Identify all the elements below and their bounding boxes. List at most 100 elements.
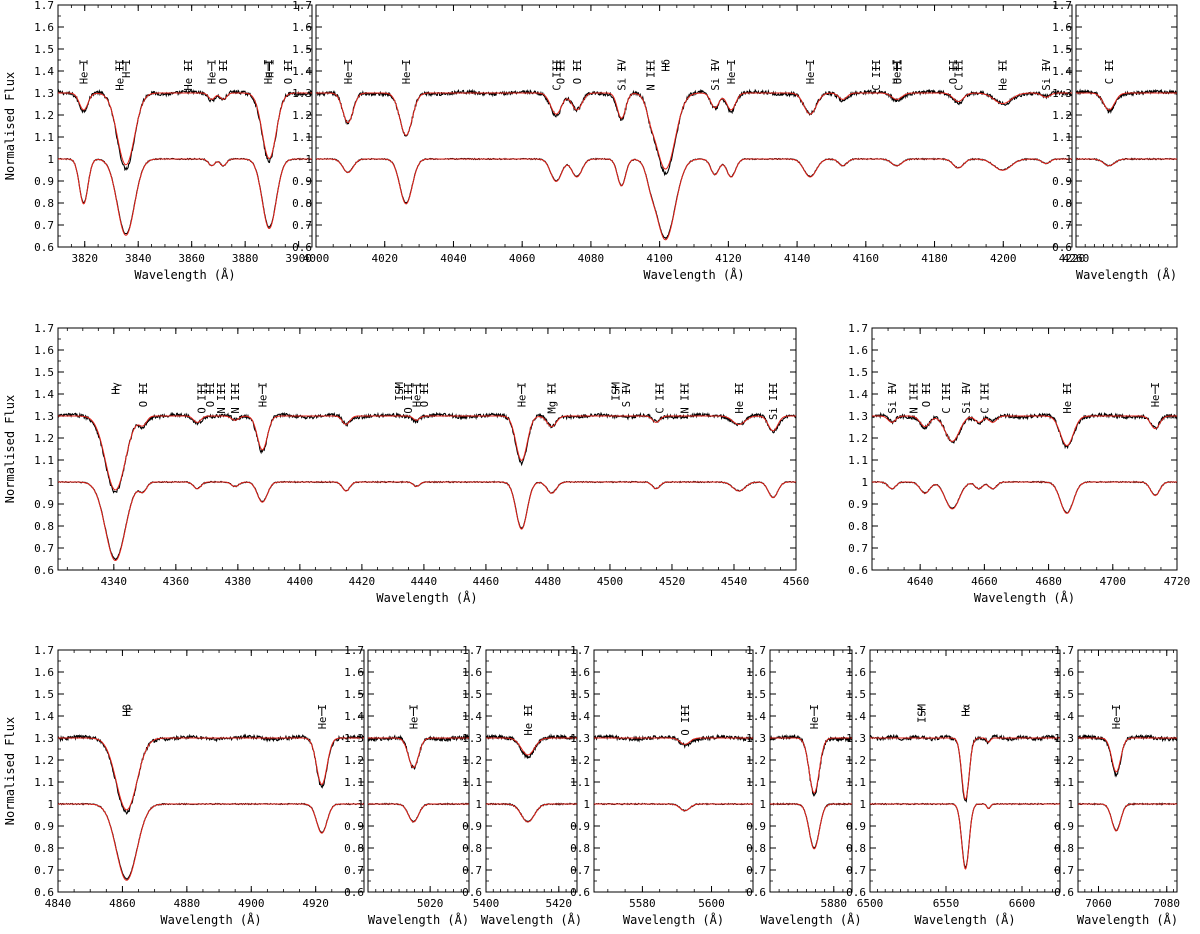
x-tick-label: 4460: [473, 575, 500, 588]
spectral-line-label: He I: [207, 59, 219, 84]
x-tick-label: 4500: [597, 575, 624, 588]
spectral-line-label: C III: [953, 59, 965, 91]
y-tick-label: 1.7: [34, 644, 54, 657]
spectral-line-label: He I: [401, 59, 413, 84]
x-tick-label: 4360: [163, 575, 190, 588]
spectral-line-label: C III: [941, 382, 953, 414]
observed-spectrum-line: [368, 733, 469, 771]
observed-spectrum-line: [770, 733, 852, 797]
spectral-line-label: C III: [871, 59, 883, 91]
y-tick-label: 1.5: [846, 688, 866, 701]
spectral-line-label: Hβ: [122, 704, 134, 717]
x-tick-label: 4000: [303, 252, 330, 265]
model-spectrum-line: [1078, 803, 1177, 832]
x-tick-label: 7080: [1154, 897, 1181, 910]
x-tick-label: 3900: [285, 252, 312, 265]
observed-spectrum-line: [58, 802, 364, 880]
y-tick-label: 0.8: [570, 842, 590, 855]
y-tick-label: 0.8: [34, 520, 54, 533]
spectral-line-label: S IV: [621, 381, 633, 407]
y-tick-label: 0.6: [34, 886, 54, 899]
y-tick-label: 1.4: [746, 710, 766, 723]
x-tick-label: 5420: [546, 897, 573, 910]
x-axis-label: Wavelength (Å): [643, 267, 744, 282]
plot-frame: [1077, 649, 1178, 893]
y-tick-label: 1.1: [462, 776, 482, 789]
y-tick-label: 1.5: [570, 688, 590, 701]
spectral-line-label: He I: [412, 382, 424, 407]
model-spectrum-line: [58, 158, 312, 236]
x-tick-label: 4340: [101, 575, 128, 588]
model-spectrum-line: [368, 737, 469, 769]
spectral-line-label: Si IV: [887, 381, 899, 413]
x-axis-label: Wavelength (Å): [376, 590, 477, 605]
x-tick-label: 3820: [71, 252, 98, 265]
y-tick-label: 1.5: [462, 688, 482, 701]
x-tick-label: 5880: [821, 897, 848, 910]
y-tick-label: 0.7: [34, 219, 54, 232]
spectral-line-label: Si IV: [1041, 58, 1053, 90]
y-tick-label: 1.6: [570, 666, 590, 679]
y-tick-label: 1.1: [34, 454, 54, 467]
y-tick-label: 1.5: [1054, 688, 1074, 701]
spectral-line-label: Hα: [961, 703, 973, 716]
spectral-line-label: Si IV: [617, 58, 629, 90]
y-tick-label: 1.2: [846, 754, 866, 767]
x-tick-label: 4680: [1035, 575, 1062, 588]
spectral-line-label: He I: [408, 704, 420, 729]
spectrum-panel-11: 0.6 0.7 0.8 0.9 1 1.1 1.2 1.3 1.4 1.5 1.6 1.7 6500 65…: [846, 644, 1061, 927]
spectral-line-label: O II: [283, 59, 295, 84]
x-tick-label: 4540: [721, 575, 748, 588]
x-tick-label: 7060: [1085, 897, 1112, 910]
x-tick-label: 4160: [853, 252, 880, 265]
y-tick-label: 1: [759, 798, 766, 811]
spectral-line-label: Hδ: [661, 59, 673, 72]
y-tick-label: 0.7: [1052, 219, 1072, 232]
spectral-line-label: He I: [317, 704, 329, 729]
model-spectrum-line: [1078, 737, 1177, 773]
x-tick-label: 4480: [535, 575, 562, 588]
y-tick-label: 0.6: [848, 564, 868, 577]
model-spectrum-line: [58, 415, 796, 491]
spectral-line-label: He II: [183, 59, 195, 91]
spectral-line-label: He I: [891, 59, 903, 84]
model-spectrum-line: [316, 92, 1072, 170]
y-tick-label: 0.9: [746, 820, 766, 833]
observed-spectrum-line: [594, 733, 753, 749]
x-tick-label: 4660: [971, 575, 998, 588]
spectrum-panel-7: 0.6 0.7 0.8 0.9 1 1.1 1.2 1.3 1.4 1.5 1.6 1.7 5020 Wa…: [344, 644, 470, 927]
y-tick-label: 1.7: [848, 322, 868, 335]
y-tick-label: 1.1: [1054, 776, 1074, 789]
y-tick-label: 1.2: [344, 754, 364, 767]
spectral-line-label: O II: [556, 59, 568, 84]
y-tick-label: 1.3: [1052, 87, 1072, 100]
model-spectrum-line: [1076, 92, 1177, 111]
y-tick-label: 1.7: [570, 644, 590, 657]
y-tick-label: 1.4: [1054, 710, 1074, 723]
x-tick-label: 4020: [371, 252, 398, 265]
y-tick-label: 0.8: [848, 520, 868, 533]
y-tick-label: 1.6: [1052, 21, 1072, 34]
y-tick-label: 1.3: [746, 732, 766, 745]
y-tick-label: 1.1: [846, 776, 866, 789]
y-tick-label: 1.3: [34, 87, 54, 100]
x-axis-label: Wavelength (Å): [1076, 267, 1177, 282]
y-tick-label: 1: [1065, 153, 1072, 166]
x-axis-label: Wavelength (Å): [368, 912, 469, 927]
observed-spectrum-line: [368, 802, 469, 824]
y-tick-label: 1.1: [34, 776, 54, 789]
x-tick-label: 4560: [783, 575, 810, 588]
spectral-line-label: H I: [121, 59, 133, 78]
x-tick-label: 4440: [411, 575, 438, 588]
plot-frame: [593, 649, 754, 893]
x-tick-label: 4720: [1164, 575, 1191, 588]
y-tick-label: 0.9: [462, 820, 482, 833]
spectral-line-label: O II: [921, 382, 933, 407]
spectrum-panel-12: 0.6 0.7 0.8 0.9 1 1.1 1.2 1.3 1.4 1.5 1.6 1.7 7060 70…: [1054, 644, 1180, 927]
model-spectrum-line: [58, 803, 364, 881]
spectral-line-label: He I: [1111, 704, 1123, 729]
y-tick-label: 1.6: [462, 666, 482, 679]
x-tick-label: 4100: [646, 252, 673, 265]
y-tick-label: 1.2: [462, 754, 482, 767]
spectral-line-label: He I: [1150, 382, 1162, 407]
